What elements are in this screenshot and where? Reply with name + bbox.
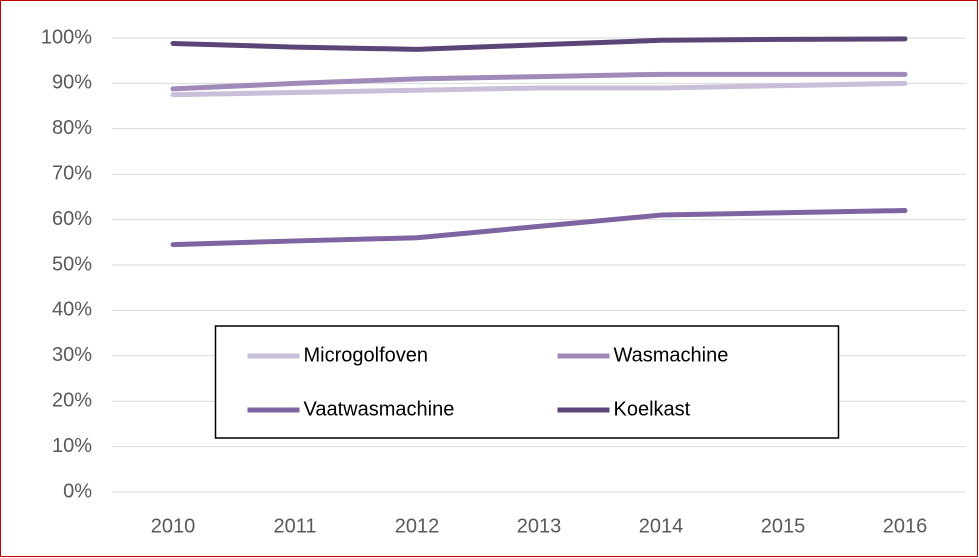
x-tick-label: 2013 [517,515,562,537]
legend-box [214,325,840,439]
x-tick-label: 2014 [639,515,684,537]
line-series [170,80,908,98]
x-tick-label: 2012 [395,515,440,537]
y-tick-label: 20% [52,389,92,411]
x-tick-label: 2011 [273,515,316,537]
x-tick-label: 2015 [761,515,806,537]
legend-label: Vaatwasmachine [304,398,455,420]
line-series [170,71,908,92]
line-series [170,36,908,52]
line-series [170,208,908,248]
x-tick-label: 2016 [883,515,928,537]
legend-label: Microgolfoven [304,344,429,366]
legend-label: Koelkast [614,398,691,420]
y-tick-label: 100% [41,26,92,48]
legend-label: Wasmachine [614,344,729,366]
y-tick-label: 30% [52,344,92,366]
y-tick-label: 10% [52,435,92,457]
y-tick-label: 0% [63,480,92,502]
y-tick-label: 80% [52,117,92,139]
y-tick-label: 50% [52,253,92,275]
y-tick-label: 40% [52,299,92,321]
x-tick-label: 2010 [151,515,196,537]
y-tick-label: 70% [52,162,92,184]
y-tick-label: 60% [52,208,92,230]
y-tick-label: 90% [52,72,92,94]
